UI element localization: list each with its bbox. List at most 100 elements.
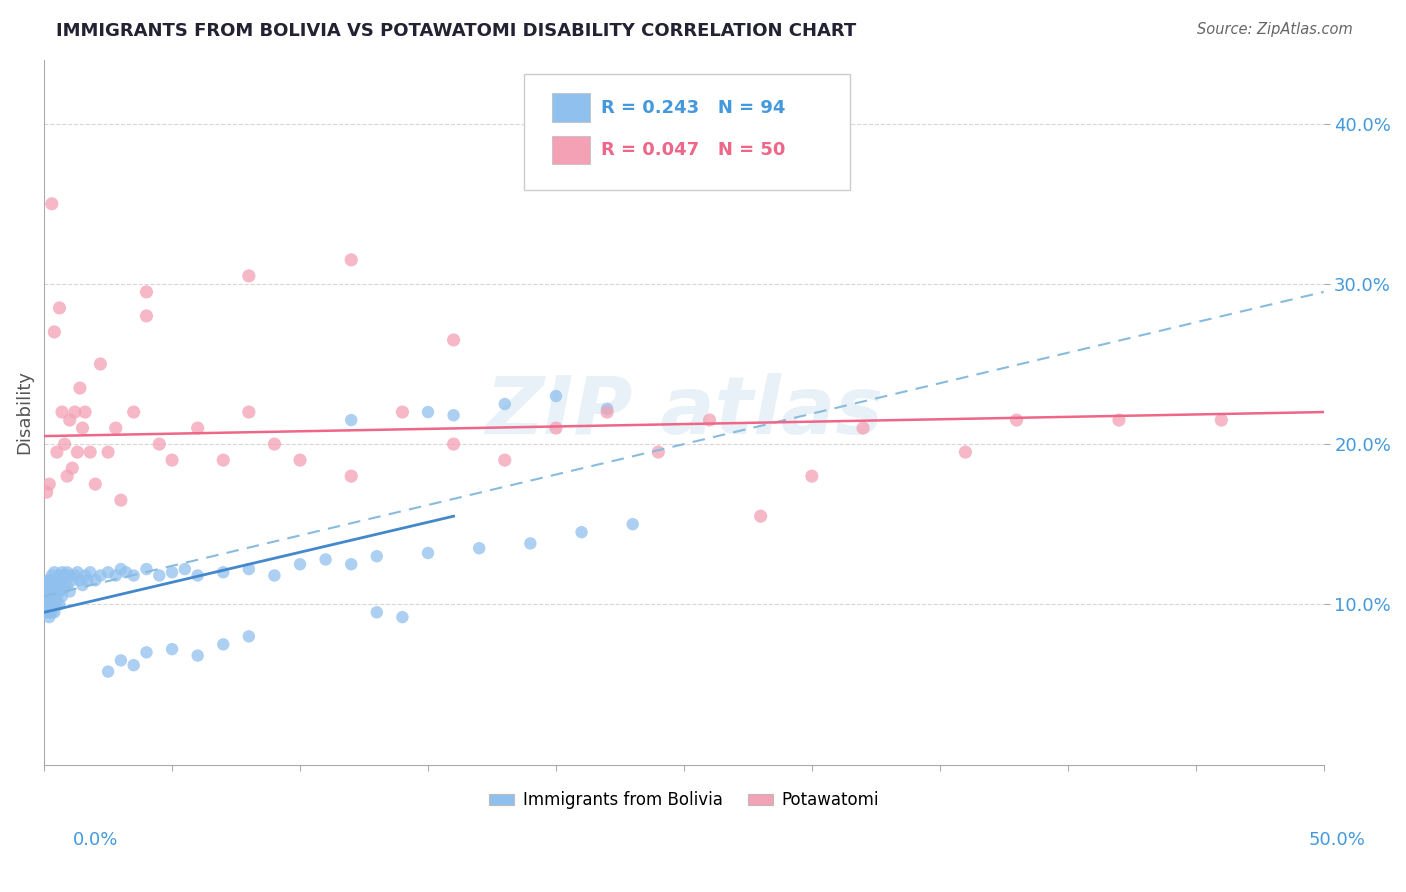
Point	[60, 574, 83, 588]
Point	[135, 285, 157, 299]
Point	[38, 584, 60, 599]
Point	[97, 665, 120, 679]
Point	[366, 605, 388, 619]
Point	[63, 568, 86, 582]
Point	[76, 574, 98, 588]
Point	[79, 566, 101, 580]
Point	[110, 493, 132, 508]
Point	[60, 461, 83, 475]
Point	[38, 578, 60, 592]
Point	[35, 589, 58, 603]
FancyBboxPatch shape	[553, 136, 591, 164]
Point	[596, 405, 619, 419]
Point	[122, 568, 145, 582]
Point	[69, 574, 91, 588]
Text: IMMIGRANTS FROM BOLIVIA VS POTAWATOMI DISABILITY CORRELATION CHART: IMMIGRANTS FROM BOLIVIA VS POTAWATOMI DI…	[56, 22, 856, 40]
Point	[955, 445, 977, 459]
Point	[59, 584, 82, 599]
Point	[238, 268, 260, 283]
Point	[340, 413, 363, 427]
Point	[38, 594, 60, 608]
Text: R = 0.047   N = 50: R = 0.047 N = 50	[600, 141, 785, 159]
Point	[66, 566, 89, 580]
Point	[97, 566, 120, 580]
Point	[44, 325, 66, 339]
Point	[35, 582, 58, 596]
Point	[1211, 413, 1233, 427]
Point	[340, 469, 363, 483]
Point	[56, 578, 79, 592]
Point	[238, 562, 260, 576]
Point	[51, 574, 73, 588]
Point	[115, 566, 138, 580]
Point	[41, 196, 63, 211]
Point	[89, 568, 111, 582]
Point	[416, 405, 439, 419]
Point	[69, 381, 91, 395]
Point	[45, 445, 67, 459]
Point	[84, 574, 107, 588]
Point	[56, 469, 79, 483]
Point	[38, 574, 60, 588]
Point	[263, 568, 285, 582]
Text: Source: ZipAtlas.com: Source: ZipAtlas.com	[1197, 22, 1353, 37]
Point	[48, 584, 70, 599]
Point	[749, 509, 772, 524]
Point	[53, 582, 76, 596]
Point	[148, 568, 170, 582]
Point	[288, 558, 311, 572]
Point	[494, 453, 516, 467]
Point	[38, 477, 60, 491]
Point	[73, 405, 96, 419]
Point	[48, 578, 70, 592]
Point	[443, 409, 465, 423]
Point	[238, 405, 260, 419]
Point	[187, 421, 209, 435]
Point	[104, 568, 127, 582]
Point	[173, 562, 195, 576]
Point	[48, 301, 70, 315]
Point	[97, 445, 120, 459]
Point	[340, 558, 363, 572]
Point	[571, 525, 593, 540]
Text: 0.0%: 0.0%	[73, 831, 118, 849]
Point	[416, 546, 439, 560]
Point	[44, 582, 66, 596]
Point	[104, 421, 127, 435]
Point	[621, 517, 644, 532]
Point	[72, 421, 94, 435]
Point	[44, 605, 66, 619]
Point	[443, 333, 465, 347]
Point	[647, 445, 669, 459]
Text: 50.0%: 50.0%	[1309, 831, 1365, 849]
Point	[41, 578, 63, 592]
Point	[53, 437, 76, 451]
Point	[35, 485, 58, 500]
Point	[79, 445, 101, 459]
Point	[51, 589, 73, 603]
Point	[41, 600, 63, 615]
Point	[38, 610, 60, 624]
FancyBboxPatch shape	[524, 74, 851, 190]
Point	[699, 413, 721, 427]
Point	[38, 589, 60, 603]
Point	[48, 597, 70, 611]
Point	[135, 309, 157, 323]
Point	[443, 437, 465, 451]
Point	[35, 600, 58, 615]
Text: ZIP atlas: ZIP atlas	[485, 373, 883, 451]
Point	[48, 568, 70, 582]
Point	[340, 252, 363, 267]
Point	[53, 568, 76, 582]
Point	[800, 469, 823, 483]
Point	[519, 536, 541, 550]
FancyBboxPatch shape	[553, 94, 591, 121]
Point	[45, 578, 67, 592]
Point	[391, 610, 413, 624]
Point	[391, 405, 413, 419]
Point	[596, 401, 619, 416]
Point	[187, 568, 209, 582]
Point	[45, 574, 67, 588]
Point	[45, 589, 67, 603]
Point	[1108, 413, 1130, 427]
